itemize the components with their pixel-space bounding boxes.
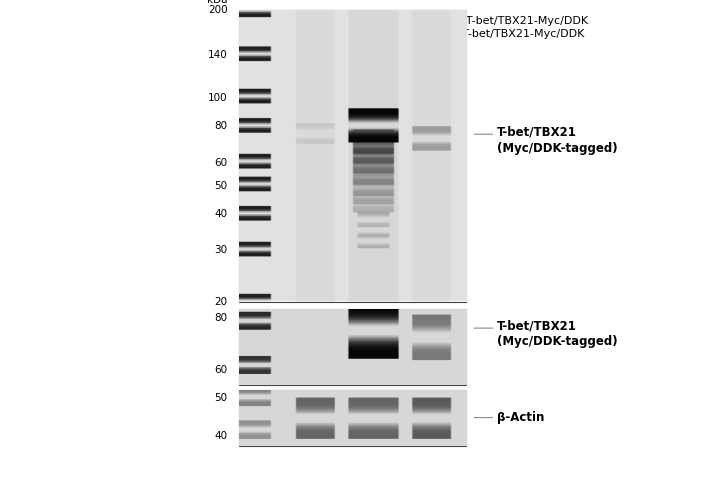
Text: –: – [359, 15, 364, 27]
Bar [239, 390, 466, 446]
Text: 50: 50 [215, 181, 228, 191]
Text: 60: 60 [215, 157, 228, 168]
Text: mT-bet/TBX21-Myc/DDK: mT-bet/TBX21-Myc/DDK [455, 16, 589, 26]
Text: 80: 80 [215, 313, 228, 323]
Text: –: – [422, 28, 427, 40]
Text: β-Actin: β-Actin [497, 411, 544, 424]
Text: 60: 60 [215, 365, 228, 375]
Text: 200: 200 [208, 5, 228, 15]
Text: T-bet/TBX21
(Myc/DDK-tagged): T-bet/TBX21 (Myc/DDK-tagged) [497, 319, 617, 349]
Text: 40: 40 [215, 431, 228, 441]
Text: +: + [356, 28, 367, 40]
Text: –: – [297, 28, 303, 40]
Text: 140: 140 [208, 50, 228, 60]
Text: 20: 20 [215, 297, 228, 307]
Text: 50: 50 [215, 393, 228, 403]
Bar [239, 309, 466, 385]
Bar [239, 10, 466, 302]
Text: 80: 80 [215, 121, 228, 131]
Text: kDa: kDa [208, 0, 228, 5]
Text: hT-bet/TBX21-Myc/DDK: hT-bet/TBX21-Myc/DDK [455, 29, 585, 39]
Text: –: – [297, 15, 303, 27]
Text: +: + [419, 15, 429, 27]
Text: 30: 30 [215, 245, 228, 256]
Text: T-bet/TBX21
(Myc/DDK-tagged): T-bet/TBX21 (Myc/DDK-tagged) [497, 126, 617, 154]
Text: 100: 100 [208, 93, 228, 103]
Text: 40: 40 [215, 209, 228, 219]
